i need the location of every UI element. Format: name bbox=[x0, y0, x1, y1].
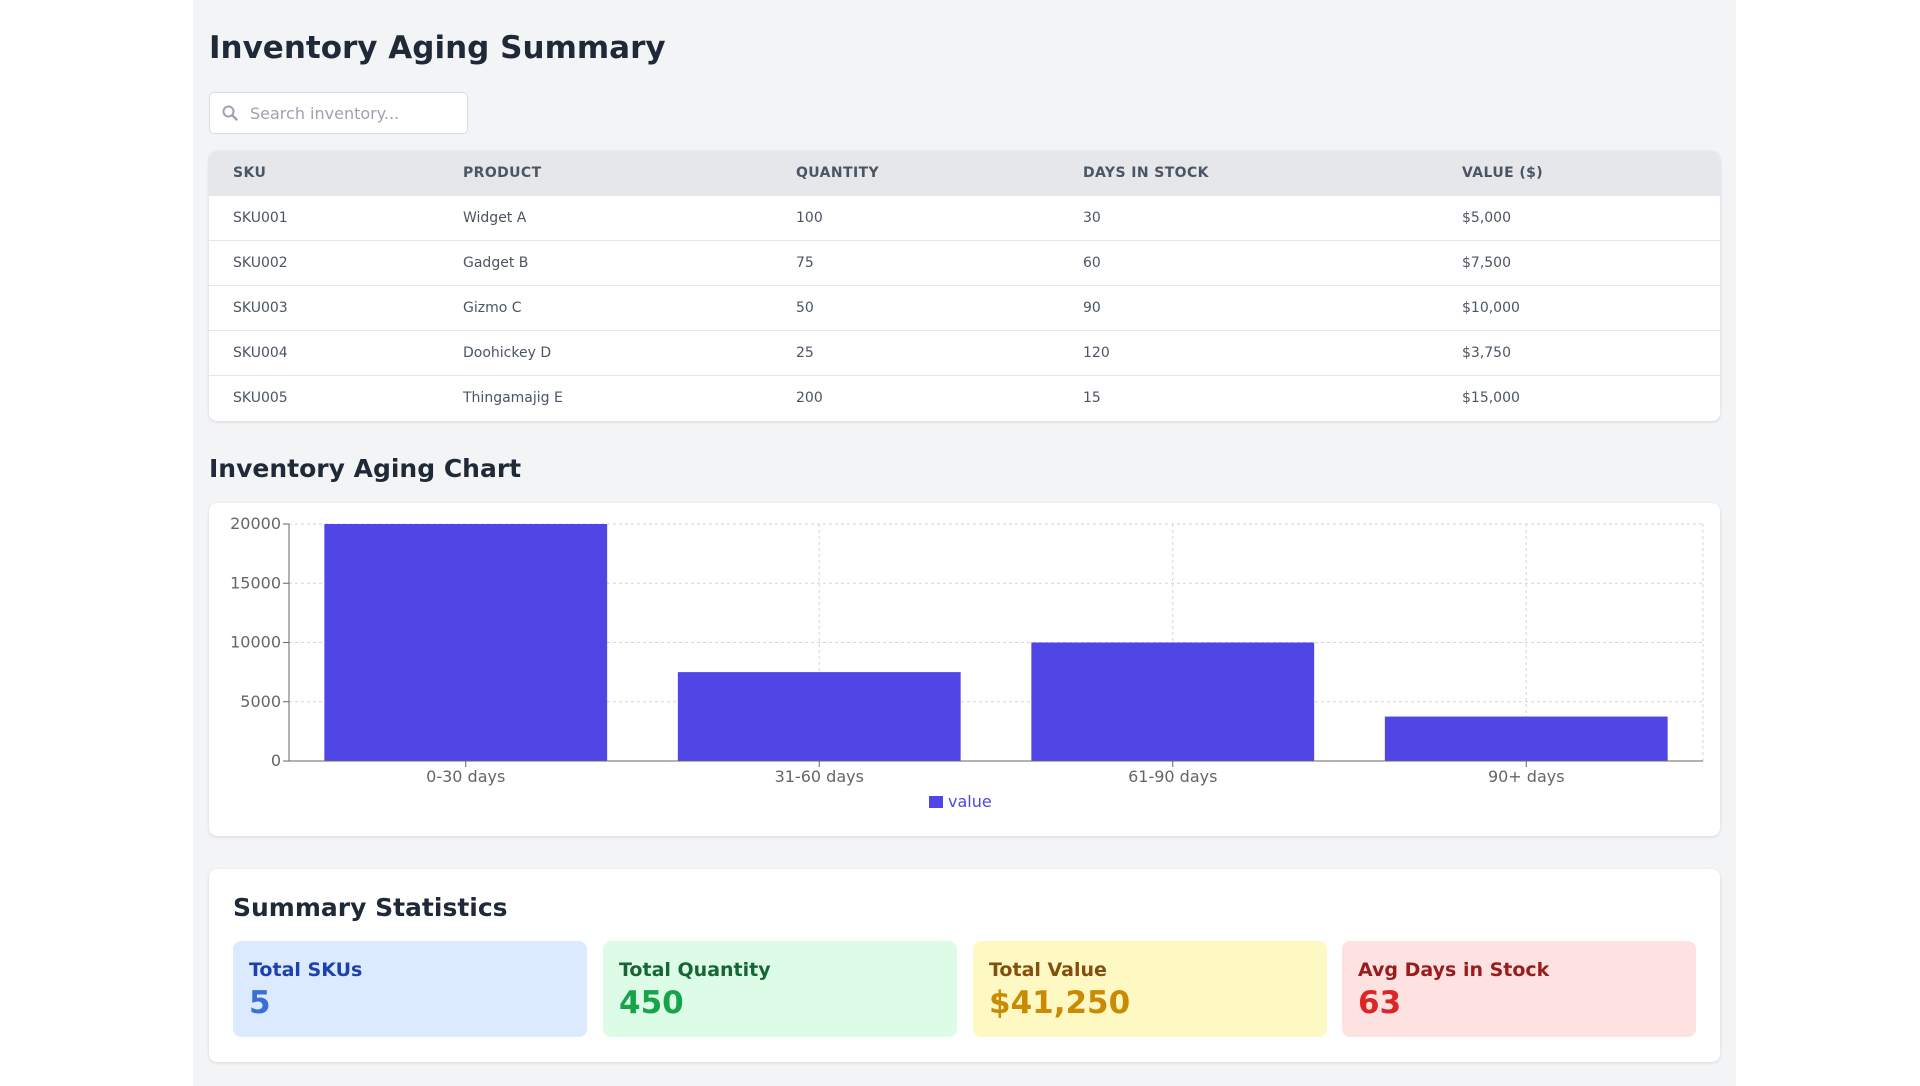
stat-value: $41,250 bbox=[989, 985, 1131, 1021]
table-row[interactable]: SKU003 Gizmo C 50 90 $10,000 bbox=[209, 285, 1720, 331]
stat-label: Total Quantity bbox=[619, 959, 771, 981]
table-header-row: SKU PRODUCT QUANTITY DAYS IN STOCK VALUE… bbox=[209, 151, 1720, 196]
cell-quantity: 100 bbox=[772, 195, 1059, 241]
summary-title: Summary Statistics bbox=[233, 893, 508, 922]
x-tick-label: 0-30 days bbox=[426, 767, 505, 786]
cell-product: Gadget B bbox=[439, 240, 772, 286]
column-header-days-in-stock[interactable]: DAYS IN STOCK bbox=[1059, 151, 1438, 196]
cell-quantity: 50 bbox=[772, 285, 1059, 331]
x-tick-label: 61-90 days bbox=[1128, 767, 1217, 786]
summary-statistics-card: Summary Statistics Total SKUs 5 Total Qu… bbox=[209, 869, 1720, 1062]
stat-value: 63 bbox=[1358, 985, 1402, 1021]
stat-card-total-skus: Total SKUs 5 bbox=[233, 941, 587, 1037]
y-tick-label: 20000 bbox=[230, 514, 281, 533]
column-header-product[interactable]: PRODUCT bbox=[439, 151, 772, 196]
search-icon bbox=[222, 105, 238, 121]
page-title: Inventory Aging Summary bbox=[209, 30, 666, 66]
stat-card-total-quantity: Total Quantity 450 bbox=[603, 941, 957, 1037]
y-tick-label: 0 bbox=[271, 751, 281, 770]
column-header-value[interactable]: VALUE ($) bbox=[1438, 151, 1720, 196]
table-row[interactable]: SKU002 Gadget B 75 60 $7,500 bbox=[209, 240, 1720, 286]
table-row[interactable]: SKU005 Thingamajig E 200 15 $15,000 bbox=[209, 375, 1720, 420]
page-container: Inventory Aging Summary SKU PRODUCT QUAN… bbox=[193, 0, 1736, 1086]
cell-value: $5,000 bbox=[1438, 195, 1720, 241]
cell-quantity: 200 bbox=[772, 375, 1059, 420]
cell-sku: SKU005 bbox=[209, 375, 439, 420]
column-header-quantity[interactable]: QUANTITY bbox=[772, 151, 1059, 196]
legend-swatch bbox=[929, 796, 943, 808]
y-tick-label: 10000 bbox=[230, 633, 281, 652]
bar-90-days bbox=[1384, 716, 1668, 761]
chart-section-title: Inventory Aging Chart bbox=[209, 454, 522, 483]
y-tick-label: 5000 bbox=[240, 692, 281, 711]
cell-days-in-stock: 60 bbox=[1059, 240, 1438, 286]
cell-sku: SKU002 bbox=[209, 240, 439, 286]
cell-days-in-stock: 30 bbox=[1059, 195, 1438, 241]
cell-quantity: 25 bbox=[772, 330, 1059, 376]
inventory-aging-chart: 0 5000 10000 15000 20000 0-30 days 31-60 days 6… bbox=[230, 514, 1704, 811]
search-box[interactable] bbox=[209, 92, 468, 134]
cell-sku: SKU001 bbox=[209, 195, 439, 241]
cell-value: $10,000 bbox=[1438, 285, 1720, 331]
table-row[interactable]: SKU001 Widget A 100 30 $5,000 bbox=[209, 195, 1720, 241]
stat-value: 450 bbox=[619, 985, 684, 1021]
inventory-table: SKU PRODUCT QUANTITY DAYS IN STOCK VALUE… bbox=[209, 151, 1720, 421]
cell-value: $3,750 bbox=[1438, 330, 1720, 376]
bar-0-30-days bbox=[324, 524, 608, 761]
column-header-sku[interactable]: SKU bbox=[209, 151, 439, 196]
bar-61-90-days bbox=[1031, 642, 1315, 761]
stat-label: Avg Days in Stock bbox=[1358, 959, 1550, 981]
chart-legend: value bbox=[929, 792, 992, 811]
x-tick-label: 90+ days bbox=[1488, 767, 1565, 786]
cell-days-in-stock: 90 bbox=[1059, 285, 1438, 331]
table-row[interactable]: SKU004 Doohickey D 25 120 $3,750 bbox=[209, 330, 1720, 376]
cell-product: Widget A bbox=[439, 195, 772, 241]
stat-card-avg-days-in-stock: Avg Days in Stock 63 bbox=[1342, 941, 1696, 1037]
cell-product: Doohickey D bbox=[439, 330, 772, 376]
cell-product: Gizmo C bbox=[439, 285, 772, 331]
cell-value: $15,000 bbox=[1438, 375, 1720, 420]
stat-value: 5 bbox=[249, 985, 271, 1021]
cell-quantity: 75 bbox=[772, 240, 1059, 286]
stat-label: Total SKUs bbox=[249, 959, 363, 981]
cell-days-in-stock: 120 bbox=[1059, 330, 1438, 376]
cell-days-in-stock: 15 bbox=[1059, 375, 1438, 420]
bar-31-60-days bbox=[677, 672, 961, 761]
y-tick-label: 15000 bbox=[230, 573, 281, 592]
legend-label: value bbox=[948, 792, 992, 811]
x-tick-label: 31-60 days bbox=[775, 767, 864, 786]
cell-sku: SKU004 bbox=[209, 330, 439, 376]
cell-value: $7,500 bbox=[1438, 240, 1720, 286]
search-input[interactable] bbox=[250, 93, 460, 133]
cell-product: Thingamajig E bbox=[439, 375, 772, 420]
cell-sku: SKU003 bbox=[209, 285, 439, 331]
stat-card-total-value: Total Value $41,250 bbox=[973, 941, 1327, 1037]
stat-label: Total Value bbox=[989, 959, 1107, 981]
chart-card: 0 5000 10000 15000 20000 0-30 days 31-60 days 6… bbox=[209, 503, 1720, 836]
